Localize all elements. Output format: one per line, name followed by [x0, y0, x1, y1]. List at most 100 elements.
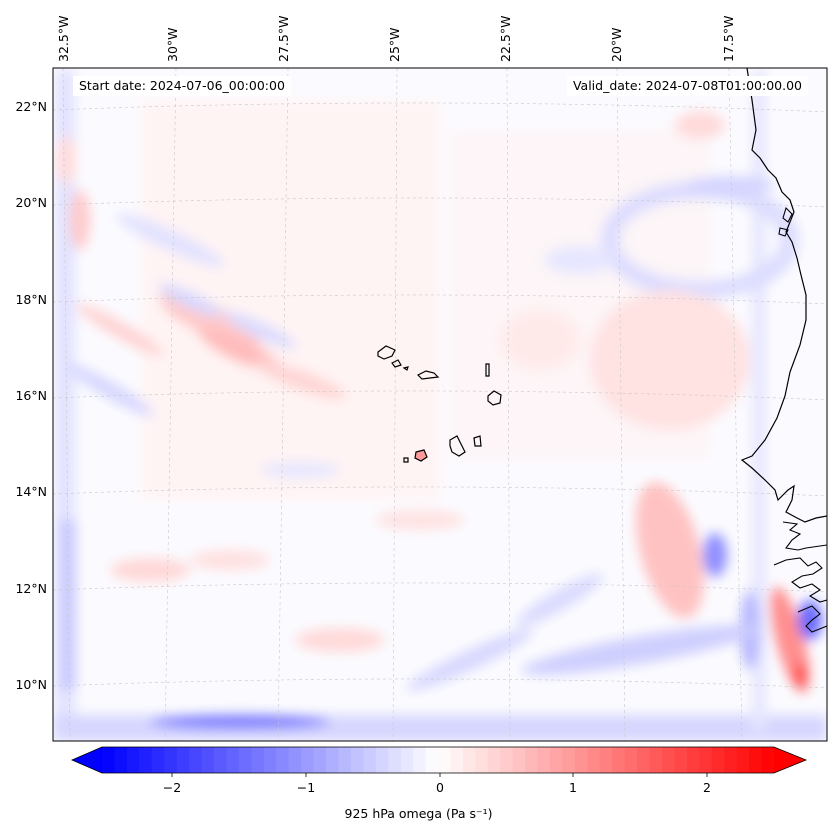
colorbar-cell — [487, 747, 501, 773]
island-sal — [485, 363, 490, 377]
omega-patch — [685, 176, 775, 194]
west-africa-coastline — [782, 206, 793, 223]
lon-label-30w: 30°W — [165, 27, 180, 62]
omega-patch — [190, 550, 270, 570]
colorbar-cell — [587, 747, 601, 773]
meridian-22-5w — [506, 68, 511, 741]
colorbar-cell — [214, 747, 228, 773]
parallel-22n — [53, 102, 827, 113]
lat-label-16n: 16°N — [15, 388, 47, 403]
colorbar-cell — [350, 747, 364, 773]
island-santo-antao — [377, 345, 396, 360]
lat-label-12n: 12°N — [15, 581, 47, 596]
omega-patch — [703, 533, 727, 577]
colorbar-ticks — [171, 773, 708, 777]
map-plot-area — [53, 68, 827, 741]
start-date-label: Start date: 2024-07-06_00:00:00 — [73, 76, 291, 96]
omega-patch — [158, 283, 222, 317]
omega-patch — [521, 625, 759, 675]
island-maio — [473, 435, 482, 447]
west-africa-coastline — [797, 605, 827, 633]
omega-patch — [752, 70, 766, 730]
colorbar-extend-max — [774, 747, 806, 773]
colorbar-cell — [711, 747, 725, 773]
colorbar-cell — [139, 747, 153, 773]
lon-label-27-5w: 27.5°W — [276, 16, 291, 62]
lon-label-17-5w: 17.5°W — [721, 16, 736, 62]
colorbar-cell — [102, 747, 116, 773]
parallel-16n — [53, 390, 827, 401]
meridian-20w — [616, 68, 626, 741]
parallel-14n — [53, 486, 827, 497]
west-africa-coastline — [782, 521, 827, 551]
colorbar-cell — [326, 747, 340, 773]
colorbar: −2 −1 0 1 2 — [70, 746, 808, 795]
lon-label-32-5w: 32.5°W — [56, 16, 71, 62]
parallel-20n — [53, 197, 827, 208]
colorbar-cell — [749, 747, 763, 773]
colorbar-cell — [251, 747, 265, 773]
island-santa-luzia — [402, 366, 409, 371]
colorbar-cell — [226, 747, 240, 773]
colorbar-extend-min — [72, 747, 102, 773]
meridian-27-5w — [277, 68, 289, 741]
meridian-32-5w — [62, 68, 71, 741]
colorbar-cell — [189, 747, 203, 773]
colorbar-cell — [363, 747, 377, 773]
colorbar-cell — [699, 747, 713, 773]
colorbar-cell — [512, 747, 526, 773]
omega-patch — [150, 715, 330, 729]
omega-patch — [635, 481, 705, 619]
colorbar-outline — [70, 746, 808, 774]
west-africa-coastline — [740, 68, 827, 523]
omega-field — [53, 70, 827, 741]
colorbar-cell — [500, 747, 514, 773]
meridian-25w — [392, 68, 398, 741]
island-fogo — [414, 449, 428, 462]
lat-label-18n: 18°N — [15, 292, 47, 307]
island-brava — [403, 457, 409, 463]
parallel-10n — [53, 678, 827, 689]
omega-patch — [223, 311, 297, 349]
omega-patch — [545, 246, 615, 274]
colorbar-cell — [151, 747, 165, 773]
lat-label-10n: 10°N — [15, 677, 47, 692]
omega-patch — [375, 510, 465, 530]
omega-patch — [66, 364, 154, 416]
colorbar-cell — [438, 747, 452, 773]
omega-patch — [260, 462, 340, 478]
meridian-17-5w — [728, 68, 743, 741]
colorbar-cell — [649, 747, 663, 773]
omega-patch — [295, 628, 385, 652]
colorbar-cell — [338, 747, 352, 773]
meridian-30w — [164, 68, 177, 741]
colorbar-tick-label: 2 — [703, 780, 711, 795]
colorbar-cell — [624, 747, 638, 773]
colorbar-cell — [674, 747, 688, 773]
omega-patch — [60, 520, 76, 690]
omega-patch — [798, 600, 822, 640]
lon-label-20w: 20°W — [609, 27, 624, 62]
colorbar-cell — [201, 747, 215, 773]
colorbar-cell — [475, 747, 489, 773]
colorbar-cell — [114, 747, 128, 773]
island-sao-nicolau — [416, 370, 440, 380]
omega-patch — [70, 190, 90, 250]
omega-patch — [516, 573, 604, 627]
omega-patch — [110, 558, 190, 582]
island-sao-vicente — [391, 359, 402, 368]
colorbar-cell — [388, 747, 402, 773]
colorbar-cell — [537, 747, 551, 773]
colorbar-cell — [562, 747, 576, 773]
parallel-18n — [53, 294, 827, 305]
colorbar-cell — [164, 747, 178, 773]
colorbar-cell — [301, 747, 315, 773]
colorbar-cell — [574, 747, 588, 773]
colorbar-tick-label: 1 — [569, 780, 577, 795]
colorbar-cell — [525, 747, 539, 773]
omega-patch — [406, 629, 534, 691]
lon-label-25w: 25°W — [387, 27, 402, 62]
parallel-12n — [53, 582, 827, 593]
colorbar-cell — [375, 747, 389, 773]
